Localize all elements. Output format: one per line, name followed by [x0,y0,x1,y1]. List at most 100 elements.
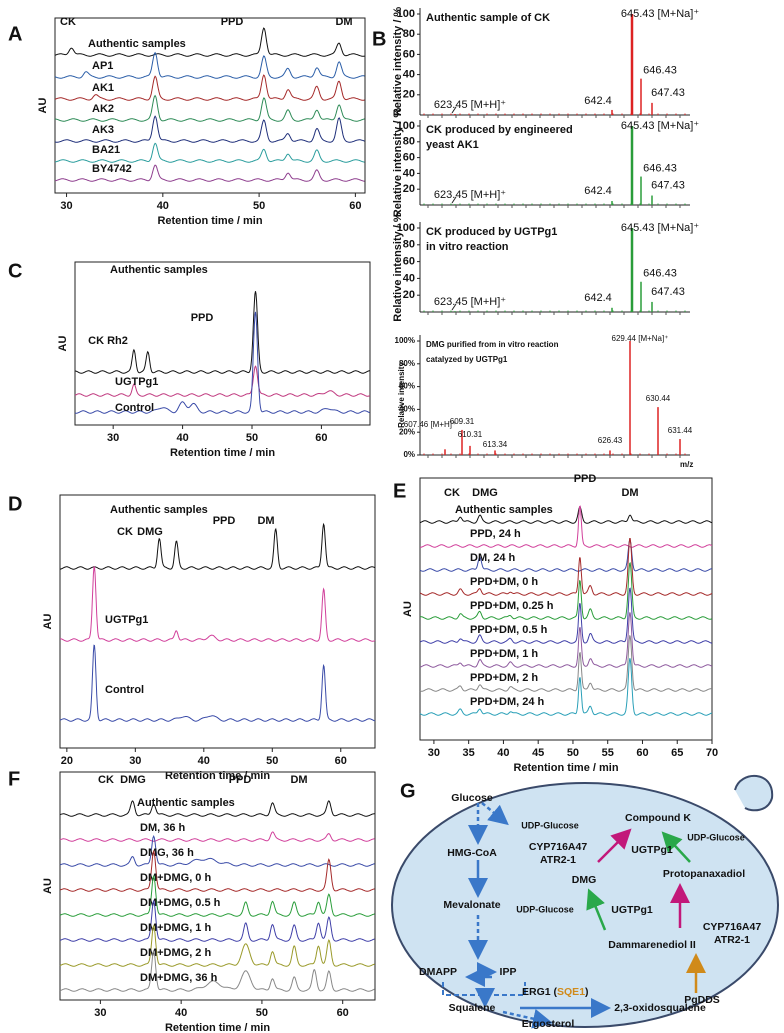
y-tick-label: 80 [403,28,415,40]
y-axis-label: Relative intensity / % [392,212,404,322]
x-tick-label: 50 [567,747,579,759]
plot-frame [59,494,376,749]
x-tick-label: 60 [335,755,347,767]
peak-label: 642.4 [584,292,612,304]
pathway-node: DMG [572,874,597,886]
y-tick-label: 60% [399,382,415,391]
trace-label: DM+DMG, 1 h [140,922,211,934]
chromatogram-trace [74,365,371,397]
x-tick-label: 60 [636,747,648,759]
pathway-node: Glucose [451,792,493,804]
pathway-node: UGTPg1 [611,904,653,916]
panel-label: F [8,768,20,790]
panel-label: C [8,260,22,282]
trace-label: UGTPg1 [105,614,148,626]
chromatogram-trace [54,115,365,143]
peak-label: 646.43 [643,65,677,77]
peak-label: 645.43 [M+Na]⁺ [621,120,699,132]
spectrum-title: yeast AK1 [426,139,479,151]
x-tick-label: 40 [497,747,509,759]
pathway-node: Mevalonate [443,899,500,911]
peak-label: PPD [191,312,214,324]
pathway-node: 2,3-oxidosqualene [614,1002,706,1014]
trace-label: Authentic samples [88,38,186,50]
pathway-node: Compound K [625,812,691,824]
pathway-node: UDP-Glucose [687,832,745,842]
x-tick-label: 60 [337,1007,349,1019]
peak-label: 607.46 [M+H]⁺ [404,420,456,429]
spectrum-title: DMG purified from in vitro reaction [426,340,559,349]
x-axis-label: Retention time / min [170,447,275,459]
peak-label: DMG [120,774,146,786]
pathway-node: ATR2-1 [540,854,576,866]
chromatogram-trace [54,142,365,163]
chromatogram-trace [74,291,370,374]
trace-label: PPD+DM, 1 h [470,648,538,660]
pathway-node: UGTPg1 [631,844,673,856]
y-tick-label: 20 [403,183,415,195]
x-tick-label: 65 [671,747,683,759]
y-tick-label: 60 [403,48,415,60]
spectrum-title: catalyzed by UGTPg1 [426,355,508,364]
pathway-node: DMAPP [419,966,457,978]
trace-label: PPD+DM, 24 h [470,696,545,708]
panel-label: D [8,493,22,515]
y-axis-label: AU [42,614,54,630]
chromatogram-trace [59,522,376,570]
x-tick-label: 50 [256,1007,268,1019]
peak-label: 623.45 [M+H]⁺ [434,189,506,201]
trace-label: UGTPg1 [115,376,158,388]
chromatogram-trace [54,51,365,79]
peak-label: 623.45 [M+H]⁺ [434,99,506,111]
peak-label: DM [257,515,274,527]
arrow [481,802,509,826]
peak-label: PPD [574,473,597,485]
peak-label: DMG [137,526,163,538]
peak-label: DM [290,774,307,786]
y-axis-label: AU [37,98,49,114]
trace-label: AK1 [92,82,114,94]
trace-label: DMG, 36 h [140,847,194,859]
x-axis-label: Retention time / min [165,1022,270,1033]
chromatogram-trace [419,562,713,620]
x-tick-label: 40 [175,1007,187,1019]
chromatogram-trace [74,311,371,414]
pathway-node: ATR2-1 [714,934,750,946]
peak-label: 647.43 [651,286,685,298]
trace-label: BY4742 [92,163,132,175]
x-tick-label: 30 [94,1007,106,1019]
peak-label: CK Rh2 [88,335,128,347]
spectrum-title: Authentic sample of CK [426,12,550,24]
chromatogram-trace [59,924,375,967]
peak-label: 642.4 [584,185,612,197]
pathway-node: UDP-Glucose [516,904,574,914]
chromatogram-trace [419,658,713,716]
x-tick-label: 40 [176,432,188,444]
trace-label: AK2 [92,103,114,115]
pathway-node: Ergosterol [522,1018,575,1030]
chromatogram-trace [59,644,376,722]
y-tick-label: 100% [395,336,415,345]
pathway-node: IPP [500,966,517,978]
trace-label: AP1 [92,60,113,72]
peak-label: 613.34 [483,440,508,449]
chromatogram-trace [419,539,712,572]
peak-label: CK [60,16,76,28]
y-axis-label: Relative intensity / % [392,7,404,117]
y-axis-label: AU [42,878,54,894]
peak-label: CK [98,774,114,786]
pathway-node: CYP716A47 [703,921,762,933]
x-tick-label: 30 [107,432,119,444]
trace-label: Control [115,402,154,414]
arrow [586,888,607,931]
pathway-node: ) [585,986,589,998]
cell-bud [734,775,774,812]
peak-label: 646.43 [643,162,677,174]
trace-label: BA21 [92,144,120,156]
peak-label: DMG [472,487,498,499]
peak-label: 645.43 [M+Na]⁺ [621,222,699,234]
trace-label: DM+DMG, 36 h [140,972,218,984]
y-tick-label: 60 [403,152,415,164]
pathway-node: Squalene [449,1002,496,1014]
